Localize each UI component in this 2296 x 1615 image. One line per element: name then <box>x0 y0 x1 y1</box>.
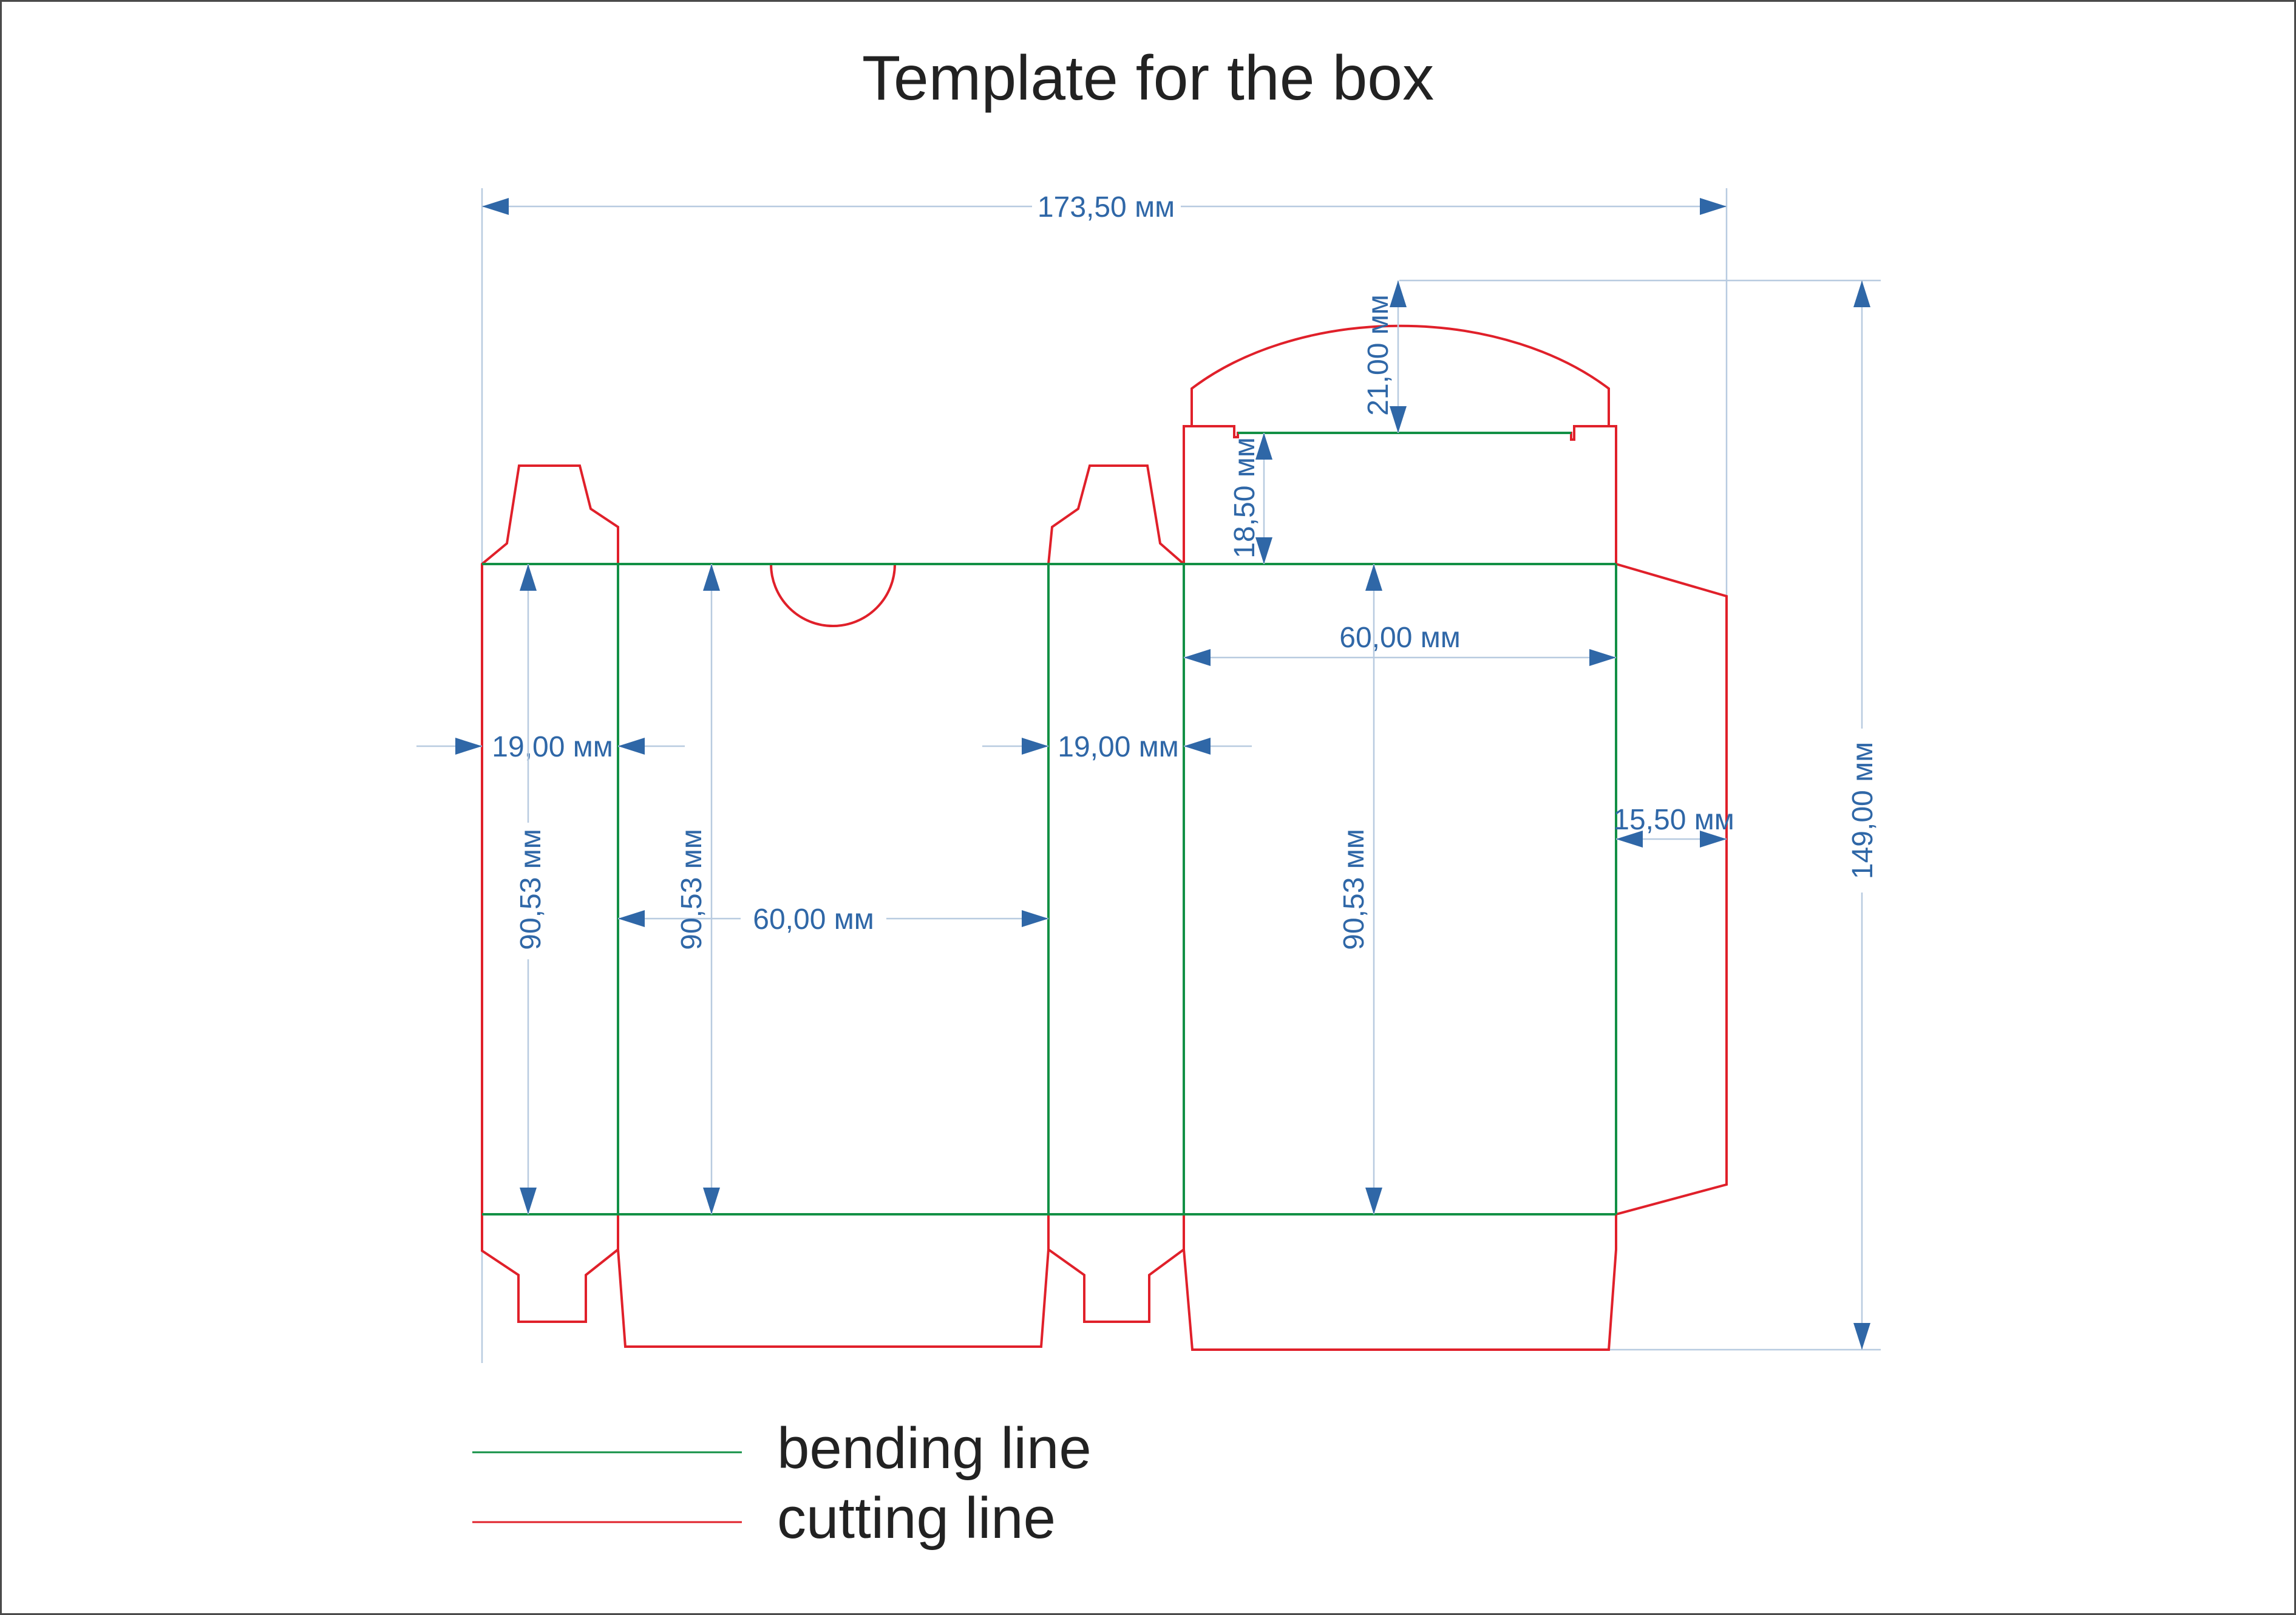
back-width-label: 60,00 мм <box>1339 622 1460 654</box>
legend-cutting-label: cutting line <box>777 1486 1056 1551</box>
front-panel-top-edge <box>618 563 1048 627</box>
dimension-right-side-width: 19,00 мм <box>982 731 1252 763</box>
right-side-width-label: 19,00 мм <box>1058 731 1178 763</box>
dimension-back-height: 90,53 мм <box>1338 564 1382 1214</box>
front-width-label: 60,00 мм <box>753 903 874 936</box>
right-side-panel-outline <box>1047 464 1185 1323</box>
legend: bending line cutting line <box>472 1416 1092 1551</box>
dimension-top-tuck: 18,50 мм <box>1229 433 1272 564</box>
cutting-lines <box>481 324 1728 1351</box>
glue-flap-width-label: 15,50 мм <box>1613 804 1734 836</box>
left-height-label: 90,53 мм <box>515 829 547 950</box>
dimension-top-flap: 21,00 мм <box>1362 280 1407 433</box>
left-side-width-label: 19,00 мм <box>492 731 613 763</box>
diagram-title: Template for the box <box>861 43 1435 114</box>
dimension-overall-height: 149,00 мм <box>1847 280 1879 1350</box>
extension-lines <box>481 188 1881 1363</box>
overall-width-label: 173,50 мм <box>1038 191 1175 223</box>
top-tuck-height-label: 18,50 мм <box>1229 437 1261 558</box>
glue-flap-outline <box>1615 563 1728 1216</box>
bending-lines <box>482 432 1617 1216</box>
left-side-panel-outline <box>481 464 619 1323</box>
dimension-front-height: 90,53 мм <box>676 564 720 1214</box>
overall-height-label: 149,00 мм <box>1847 742 1879 879</box>
dimension-overall-width: 173,50 мм <box>482 191 1727 223</box>
front-height-label: 90,53 мм <box>676 829 708 950</box>
dimension-glue-flap: 15,50 мм <box>1613 804 1734 848</box>
front-panel-bottom-flap <box>617 1214 1050 1348</box>
dimension-left-height: 90,53 мм <box>515 564 547 1214</box>
lid-arc <box>1190 324 1610 426</box>
back-height-label: 90,53 мм <box>1338 829 1370 950</box>
back-panel-bottom-flap <box>1183 1214 1617 1351</box>
dimension-front-width: 60,00 мм <box>618 903 1048 936</box>
dimension-back-width: 60,00 мм <box>1184 622 1616 666</box>
legend-bending-label: bending line <box>777 1416 1092 1481</box>
dimension-left-side-width: 19,00 мм <box>416 731 685 763</box>
top-flap-height-label: 21,00 мм <box>1362 294 1394 415</box>
